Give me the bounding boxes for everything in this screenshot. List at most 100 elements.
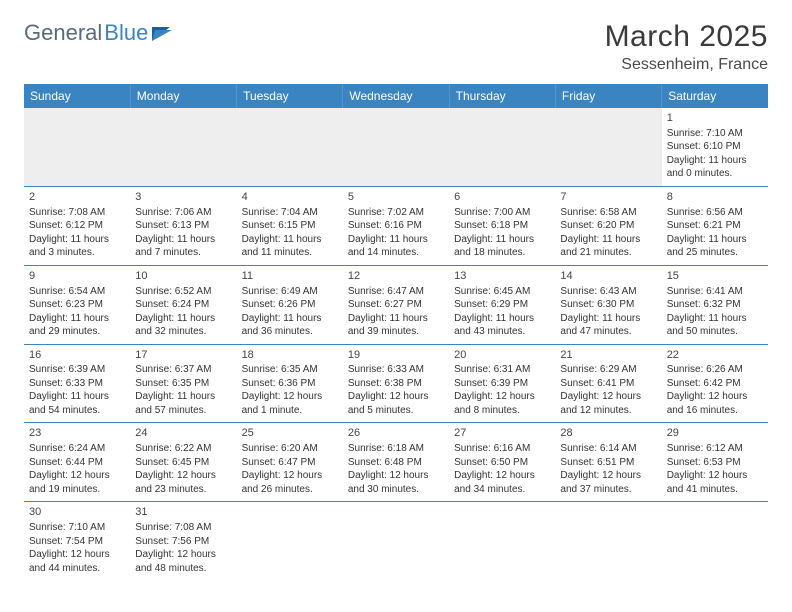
day-cell: 28Sunrise: 6:14 AMSunset: 6:51 PMDayligh… [555,423,661,502]
weekday-header: Monday [130,84,236,108]
day-cell: 2Sunrise: 7:08 AMSunset: 6:12 PMDaylight… [24,186,130,265]
sunset-text: Sunset: 6:20 PM [560,219,656,233]
daylight-text: Daylight: 11 hours and 54 minutes. [29,390,125,417]
day-number: 7 [560,190,656,205]
sunrise-text: Sunrise: 6:31 AM [454,363,550,377]
blank-cell [555,502,661,580]
daylight-text: Daylight: 11 hours and 50 minutes. [667,312,763,339]
daylight-text: Daylight: 12 hours and 12 minutes. [560,390,656,417]
sunrise-text: Sunrise: 6:12 AM [667,442,763,456]
blank-cell [24,108,130,186]
sunrise-text: Sunrise: 7:06 AM [135,206,231,220]
sunset-text: Sunset: 6:30 PM [560,298,656,312]
sunrise-text: Sunrise: 6:54 AM [29,285,125,299]
day-cell: 11Sunrise: 6:49 AMSunset: 6:26 PMDayligh… [237,265,343,344]
sunset-text: Sunset: 6:38 PM [348,377,444,391]
sunrise-text: Sunrise: 7:10 AM [29,521,125,535]
day-number: 15 [667,269,763,284]
title-block: March 2025 Sessenheim, France [605,20,768,74]
sunset-text: Sunset: 6:13 PM [135,219,231,233]
day-number: 13 [454,269,550,284]
daylight-text: Daylight: 11 hours and 29 minutes. [29,312,125,339]
daylight-text: Daylight: 11 hours and 36 minutes. [242,312,338,339]
sunrise-text: Sunrise: 6:24 AM [29,442,125,456]
sunset-text: Sunset: 6:10 PM [667,140,763,154]
daylight-text: Daylight: 12 hours and 19 minutes. [29,469,125,496]
blank-cell [449,108,555,186]
sunset-text: Sunset: 6:41 PM [560,377,656,391]
day-number: 8 [667,190,763,205]
day-number: 21 [560,348,656,363]
weekday-header: Thursday [449,84,555,108]
logo: GeneralBlue [24,20,174,46]
blank-cell [237,108,343,186]
daylight-text: Daylight: 11 hours and 47 minutes. [560,312,656,339]
daylight-text: Daylight: 12 hours and 41 minutes. [667,469,763,496]
day-number: 17 [135,348,231,363]
blank-cell [343,502,449,580]
day-number: 30 [29,505,125,520]
sunrise-text: Sunrise: 6:35 AM [242,363,338,377]
day-cell: 30Sunrise: 7:10 AMSunset: 7:54 PMDayligh… [24,502,130,580]
sunrise-text: Sunrise: 6:20 AM [242,442,338,456]
sunset-text: Sunset: 6:18 PM [454,219,550,233]
sunset-text: Sunset: 6:48 PM [348,456,444,470]
sunset-text: Sunset: 6:50 PM [454,456,550,470]
sunset-text: Sunset: 6:27 PM [348,298,444,312]
daylight-text: Daylight: 12 hours and 5 minutes. [348,390,444,417]
day-number: 22 [667,348,763,363]
day-cell: 17Sunrise: 6:37 AMSunset: 6:35 PMDayligh… [130,344,236,423]
day-number: 6 [454,190,550,205]
daylight-text: Daylight: 11 hours and 3 minutes. [29,233,125,260]
day-cell: 22Sunrise: 6:26 AMSunset: 6:42 PMDayligh… [662,344,768,423]
sunset-text: Sunset: 6:21 PM [667,219,763,233]
daylight-text: Daylight: 11 hours and 43 minutes. [454,312,550,339]
sunrise-text: Sunrise: 6:16 AM [454,442,550,456]
daylight-text: Daylight: 12 hours and 26 minutes. [242,469,338,496]
day-cell: 6Sunrise: 7:00 AMSunset: 6:18 PMDaylight… [449,186,555,265]
weekday-header: Tuesday [237,84,343,108]
day-number: 12 [348,269,444,284]
daylight-text: Daylight: 11 hours and 11 minutes. [242,233,338,260]
sunrise-text: Sunrise: 6:39 AM [29,363,125,377]
day-number: 1 [667,111,763,126]
sunrise-text: Sunrise: 6:33 AM [348,363,444,377]
sunset-text: Sunset: 6:47 PM [242,456,338,470]
day-cell: 27Sunrise: 6:16 AMSunset: 6:50 PMDayligh… [449,423,555,502]
daylight-text: Daylight: 11 hours and 7 minutes. [135,233,231,260]
day-cell: 26Sunrise: 6:18 AMSunset: 6:48 PMDayligh… [343,423,449,502]
sunset-text: Sunset: 6:53 PM [667,456,763,470]
calendar-body: 1 Sunrise: 7:10 AM Sunset: 6:10 PM Daylight… [24,108,768,580]
daylight-text: Daylight: 11 hours and 39 minutes. [348,312,444,339]
calendar-head: SundayMondayTuesdayWednesdayThursdayFrid… [24,84,768,108]
day-number: 4 [242,190,338,205]
day-number: 18 [242,348,338,363]
blank-cell [130,108,236,186]
day-cell: 16Sunrise: 6:39 AMSunset: 6:33 PMDayligh… [24,344,130,423]
sunset-text: Sunset: 6:12 PM [29,219,125,233]
sunset-text: Sunset: 6:42 PM [667,377,763,391]
sunset-text: Sunset: 6:26 PM [242,298,338,312]
sunrise-text: Sunrise: 6:49 AM [242,285,338,299]
page: GeneralBlue March 2025 Sessenheim, Franc… [0,0,792,600]
day-number: 3 [135,190,231,205]
day-cell: 15Sunrise: 6:41 AMSunset: 6:32 PMDayligh… [662,265,768,344]
day-cell: 7Sunrise: 6:58 AMSunset: 6:20 PMDaylight… [555,186,661,265]
sunrise-text: Sunrise: 6:29 AM [560,363,656,377]
day-cell: 12Sunrise: 6:47 AMSunset: 6:27 PMDayligh… [343,265,449,344]
sunset-text: Sunset: 7:56 PM [135,535,231,549]
weekday-header: Saturday [662,84,768,108]
sunset-text: Sunset: 6:33 PM [29,377,125,391]
weekday-header: Friday [555,84,661,108]
daylight-text: Daylight: 12 hours and 44 minutes. [29,548,125,575]
blank-cell [343,108,449,186]
calendar: SundayMondayTuesdayWednesdayThursdayFrid… [24,84,768,580]
blank-cell [555,108,661,186]
sunset-text: Sunset: 6:45 PM [135,456,231,470]
weekday-header: Sunday [24,84,130,108]
blank-cell [449,502,555,580]
sunrise-text: Sunrise: 6:26 AM [667,363,763,377]
daylight-text: Daylight: 12 hours and 34 minutes. [454,469,550,496]
sunrise-text: Sunrise: 6:56 AM [667,206,763,220]
day-number: 23 [29,426,125,441]
